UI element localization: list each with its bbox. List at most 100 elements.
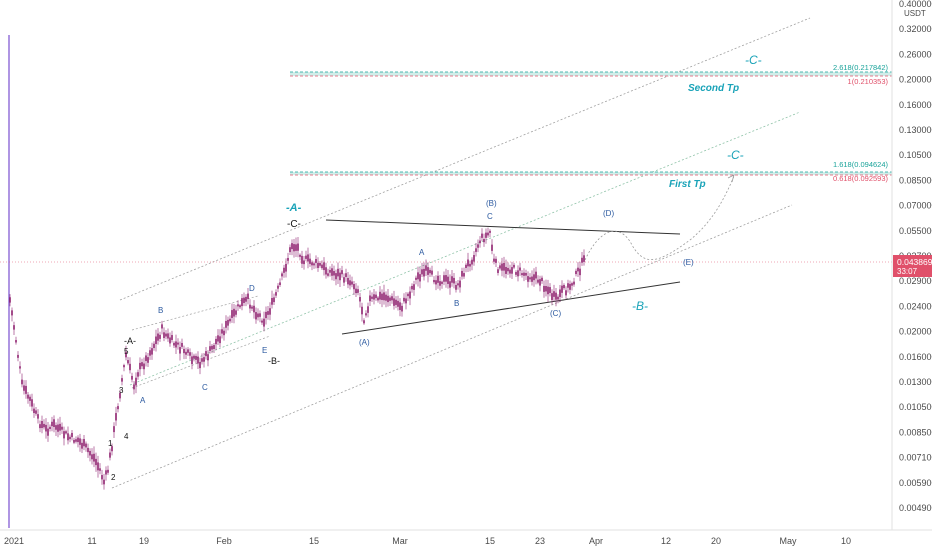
- candle-body: [549, 287, 551, 293]
- candle-body: [251, 306, 253, 309]
- candle-body: [69, 436, 71, 440]
- candle-body: [179, 347, 181, 354]
- time-tick-label: 11: [87, 536, 96, 546]
- candle-body: [501, 263, 503, 271]
- candle-body: [29, 396, 31, 401]
- triangle-upper-line: [325, 219, 681, 235]
- label-wave-1: 1: [108, 439, 113, 448]
- label-wave-2: 2: [111, 473, 116, 482]
- candle-body: [237, 304, 239, 307]
- last-price-countdown: 33:07: [897, 267, 918, 276]
- candle-body: [121, 378, 123, 382]
- label-second-tp: Second Tp: [688, 83, 739, 94]
- candle-body: [487, 232, 489, 236]
- candle-body: [101, 475, 103, 480]
- candle-body: [445, 275, 447, 282]
- candle-body: [559, 289, 561, 297]
- last-price-value: 0.043869: [897, 257, 932, 267]
- candle-body: [291, 243, 293, 250]
- candle-body: [241, 298, 243, 307]
- candle-body: [529, 277, 531, 280]
- candle-body: [87, 447, 89, 453]
- candle-body: [215, 338, 217, 345]
- label-wave-big-c-top: -C-: [287, 219, 301, 230]
- candle-body: [441, 281, 443, 284]
- candle-body: [499, 265, 501, 269]
- candle-body: [443, 275, 445, 282]
- candle-body: [257, 313, 259, 318]
- time-tick-label: 15: [309, 536, 319, 546]
- label-wave-3: 3: [119, 386, 124, 395]
- candle-body: [93, 453, 95, 462]
- candle-body: [189, 352, 191, 356]
- label-wave-big-b-small: -B-: [268, 356, 280, 366]
- candle-body: [245, 296, 247, 302]
- candle-body: [363, 320, 365, 324]
- candle-body: [391, 296, 393, 301]
- candle-body: [47, 428, 49, 436]
- candle-body: [211, 345, 213, 350]
- candle-body: [217, 335, 219, 342]
- subchannel-upper-line: [131, 295, 259, 331]
- candle-body: [139, 362, 141, 370]
- candle-body: [265, 311, 267, 319]
- candle-body: [571, 283, 573, 286]
- candle-body: [409, 291, 411, 299]
- candle-body: [517, 270, 519, 277]
- time-tick-label: 12: [661, 536, 671, 546]
- candle-body: [255, 312, 257, 320]
- candle-body: [303, 260, 305, 265]
- label-wave-a-mid: A: [419, 248, 425, 257]
- price-axis-unit: USDT: [904, 9, 926, 18]
- candle-body: [447, 276, 449, 284]
- candle-body: [247, 293, 249, 299]
- candle-body: [399, 302, 401, 310]
- candle-body: [123, 365, 125, 368]
- candle-body: [75, 439, 77, 442]
- label-wave-c: C: [202, 383, 208, 392]
- candle-body: [173, 342, 175, 346]
- time-axis-ticks[interactable]: 2021 11 19 Feb 15 Mar 15 23 Apr 12 20 May 10: [4, 536, 851, 546]
- candle-body: [493, 258, 495, 262]
- candle-body: [519, 267, 521, 271]
- candle-body: [165, 333, 167, 337]
- candle-body: [261, 320, 263, 323]
- candle-body: [317, 262, 319, 268]
- label-fib-1618: 1.618(0.094624): [833, 160, 889, 169]
- candle-body: [557, 296, 559, 300]
- candle-body: [459, 280, 461, 288]
- candle-body: [281, 273, 283, 277]
- candle-body: [197, 356, 199, 364]
- candle-body: [171, 335, 173, 340]
- time-tick-label: Feb: [216, 536, 232, 546]
- candle-body: [385, 294, 387, 301]
- time-tick-label: 19: [139, 536, 149, 546]
- candle-body: [293, 244, 295, 252]
- candle-body: [307, 254, 309, 262]
- candle-body: [489, 230, 491, 233]
- candle-body: [83, 438, 85, 447]
- candle-body: [421, 269, 423, 275]
- candle-body: [495, 258, 497, 263]
- candle-body: [263, 318, 265, 327]
- candle-body: [181, 342, 183, 347]
- candle-body: [507, 267, 509, 272]
- candle-body: [153, 343, 155, 349]
- candle-body: [163, 332, 165, 339]
- candle-body: [333, 271, 335, 276]
- candle-body: [511, 267, 513, 274]
- candle-body: [227, 319, 229, 326]
- projection-arrowhead: [727, 174, 735, 183]
- label-wave-c-mid: C: [487, 212, 493, 221]
- candle-body: [477, 244, 479, 248]
- candle-body: [469, 263, 471, 267]
- candle-body: [331, 268, 333, 276]
- candle-body: [397, 300, 399, 307]
